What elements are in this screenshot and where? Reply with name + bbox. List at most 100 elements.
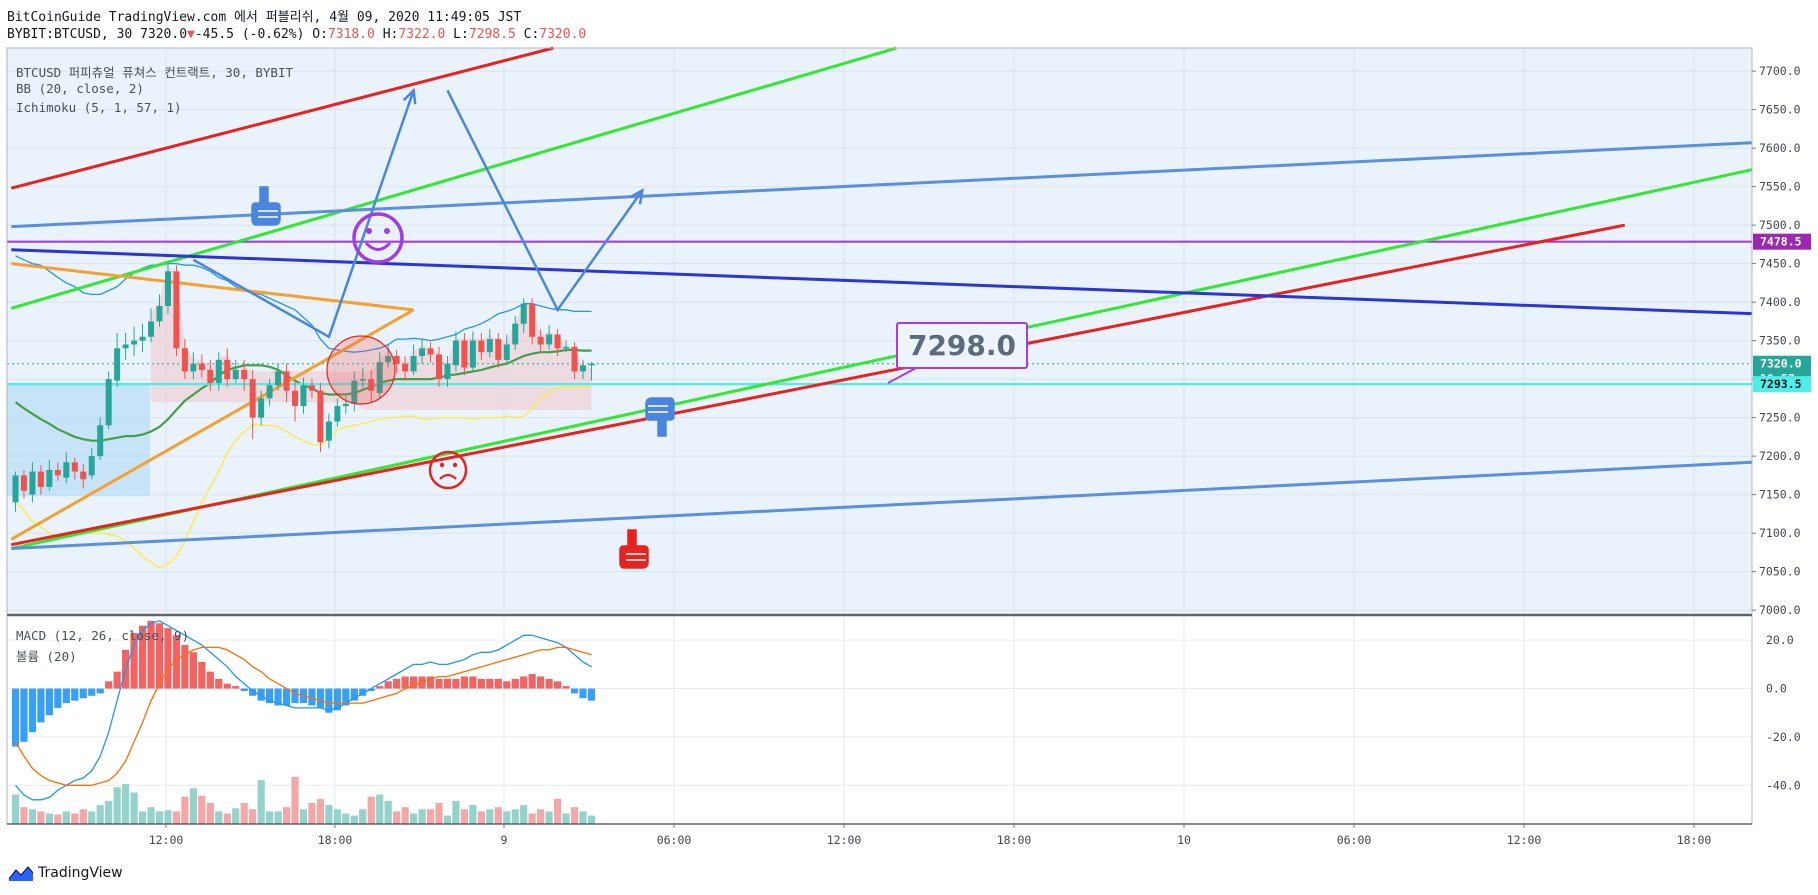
- trendline: [10, 46, 897, 310]
- annotation-box: [896, 322, 1028, 369]
- candle-body: [139, 336, 146, 341]
- candle-body: [156, 305, 163, 322]
- macd-histogram-bar: [266, 688, 274, 704]
- candle-down: [317, 382, 324, 453]
- price-tick-label: 7450.0: [1759, 257, 1801, 271]
- macd-histogram-bar: [469, 676, 477, 689]
- candle-up: [410, 344, 417, 376]
- candle-body: [588, 363, 595, 366]
- macd-histogram-bar: [138, 625, 147, 689]
- candle-body: [12, 475, 19, 503]
- macd-histogram-bar: [443, 678, 452, 689]
- price-tick-label: 7250.0: [1759, 411, 1801, 425]
- candle-body: [37, 471, 44, 487]
- volume-bar: [350, 815, 358, 824]
- candle-body: [385, 356, 392, 363]
- candle-body: [452, 340, 459, 366]
- publish-info: BitCoinGuide TradingView.com 에서 퍼블리쉬, 4월…: [7, 10, 522, 25]
- macd-histogram-bar: [308, 688, 316, 706]
- macd-histogram-bar: [45, 688, 53, 716]
- macd-histogram-bar: [113, 671, 121, 689]
- legend-macd[interactable]: MACD (12, 26, close, 9): [16, 628, 190, 643]
- time-tick-label: 12:00: [1507, 833, 1542, 847]
- volume-bar: [215, 811, 223, 824]
- macd-histogram-bar: [274, 688, 282, 706]
- price-pane-background: [7, 48, 1752, 614]
- macd-histogram-bar: [71, 688, 79, 701]
- macd-histogram-bar: [342, 688, 350, 706]
- trendline: [11, 248, 1752, 316]
- legend-bollinger-bands[interactable]: BB (20, close, 2): [16, 81, 144, 96]
- legend-volume[interactable]: 볼륨 (20): [16, 649, 77, 664]
- macd-histogram-bar: [223, 683, 231, 689]
- candle-body: [402, 363, 409, 372]
- volume-bar: [367, 796, 375, 824]
- volume-bar: [494, 807, 502, 824]
- tradingview-brand[interactable]: TradingView: [8, 864, 123, 882]
- candle-up: [419, 339, 426, 364]
- candle-body: [292, 390, 299, 407]
- macd-histogram-bar: [20, 688, 28, 742]
- volume-bar: [486, 809, 494, 824]
- macd-histogram-bar: [96, 688, 104, 694]
- candle-down: [37, 465, 44, 495]
- annotation-value: 7298.0: [908, 329, 1016, 362]
- macd-histogram-bar: [562, 686, 570, 689]
- candle-down: [537, 329, 544, 353]
- volume-bar: [232, 808, 240, 824]
- volume-bar: [409, 813, 418, 824]
- last-price: 7320.0: [140, 27, 188, 42]
- candle-up: [452, 331, 459, 372]
- candle-up: [300, 377, 307, 414]
- candle-up: [444, 356, 451, 387]
- candle-down: [224, 348, 231, 387]
- candle-up: [29, 462, 36, 503]
- macd-histogram-bar: [333, 688, 341, 711]
- volume-bar: [189, 788, 197, 824]
- candle-body: [317, 390, 324, 443]
- candle-body: [486, 339, 493, 353]
- macd-histogram-bar: [232, 686, 240, 689]
- macd-histogram-bar: [376, 686, 384, 689]
- macd-histogram-bar: [172, 635, 181, 689]
- macd-tick-label: -40.0: [1766, 778, 1801, 792]
- candle-up: [334, 398, 341, 427]
- macd-histogram-bar: [62, 688, 70, 704]
- tradingview-logo-icon: [8, 866, 34, 881]
- macd-tick-label: 20.0: [1766, 633, 1794, 647]
- candle-up: [266, 379, 273, 407]
- highlight-circle: [326, 335, 396, 405]
- legend-main-series[interactable]: BTCUSD 퍼피츄얼 퓨쳐스 컨트랙트, 30, BYBIT: [16, 65, 294, 80]
- candle-up: [131, 326, 138, 357]
- time-tick-label: 18:00: [318, 833, 353, 847]
- arrow-head-icon: [402, 87, 417, 105]
- candle-up: [275, 363, 282, 391]
- candle-up: [520, 298, 527, 333]
- candle-up: [469, 331, 476, 372]
- candle-up: [579, 359, 586, 380]
- volume-bar: [37, 811, 45, 824]
- trendline: [11, 262, 414, 312]
- candle-body: [478, 340, 485, 353]
- candle-body: [54, 469, 61, 476]
- macd-histogram-bar: [359, 688, 367, 696]
- macd-histogram-bar: [28, 688, 37, 733]
- macd-tick-label: 0.0: [1766, 682, 1787, 696]
- macd-histogram-bar: [240, 688, 248, 691]
- volume-bar: [28, 809, 37, 824]
- trendline: [10, 308, 415, 541]
- candle-down: [198, 354, 205, 378]
- candle-up: [503, 334, 510, 364]
- trendline: [10, 223, 1626, 547]
- volume-bar: [257, 779, 265, 824]
- close-label: C:: [523, 27, 540, 42]
- high-label: H:: [382, 27, 399, 42]
- legend-ichimoku[interactable]: Ichimoku (5, 1, 57, 1): [16, 100, 182, 115]
- volume-bar: [325, 805, 333, 824]
- low-value: 7298.5: [468, 27, 516, 42]
- macd-histogram-bar: [257, 688, 265, 701]
- macd-histogram-bar: [189, 652, 197, 689]
- candle-body: [173, 271, 180, 349]
- pointing-hand-icon: [251, 186, 281, 226]
